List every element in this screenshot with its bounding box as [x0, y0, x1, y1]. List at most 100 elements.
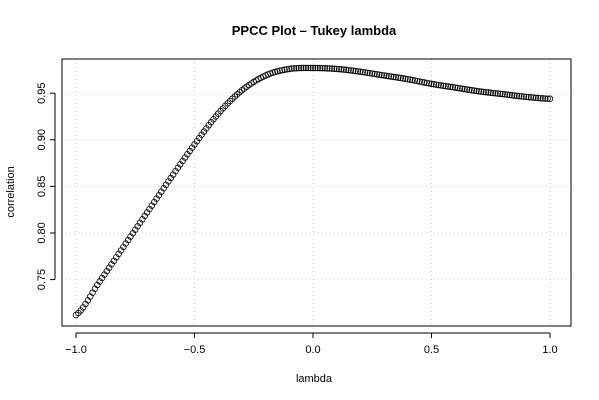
- data-point: [186, 147, 193, 155]
- data-point: [518, 93, 525, 100]
- data-point: [392, 74, 400, 81]
- y-tick-label: 0.80: [36, 222, 48, 243]
- data-point: [430, 81, 438, 88]
- data-point: [456, 85, 464, 92]
- data-point: [539, 95, 547, 102]
- data-point: [340, 66, 348, 73]
- data-point: [300, 64, 307, 72]
- data-point: [435, 81, 442, 89]
- x-tick-label: −0.5: [184, 344, 206, 356]
- data-point: [440, 82, 447, 89]
- data-point: [411, 77, 419, 84]
- data-point: [492, 90, 499, 97]
- data-point: [288, 65, 295, 72]
- data-point: [357, 68, 364, 75]
- data-point: [461, 85, 468, 93]
- data-point: [314, 64, 321, 72]
- y-tick-label: 0.95: [36, 82, 48, 103]
- data-point: [406, 76, 414, 83]
- data-point: [402, 75, 409, 82]
- data-point: [309, 64, 317, 72]
- data-point: [290, 65, 298, 72]
- data-point: [454, 84, 461, 92]
- data-point: [506, 91, 513, 99]
- data-point: [534, 94, 542, 102]
- data-point: [475, 88, 483, 95]
- data-point: [328, 65, 336, 72]
- data-point: [404, 75, 411, 83]
- x-axis: −1.0 −0.5 0.0 0.5 1.0: [65, 332, 558, 356]
- data-point: [494, 90, 502, 97]
- data-point: [544, 95, 551, 102]
- data-point: [321, 65, 329, 72]
- data-point: [437, 82, 445, 89]
- data-point: [345, 66, 352, 74]
- data-point: [274, 68, 281, 75]
- data-point: [276, 67, 284, 74]
- data-point: [302, 64, 310, 72]
- data-point: [352, 67, 359, 75]
- data-point: [331, 65, 338, 72]
- data-point: [193, 138, 201, 145]
- data-point: [383, 72, 390, 80]
- data-points: [72, 64, 554, 319]
- y-axis-label: correlation: [5, 166, 17, 217]
- x-tick-label: −1.0: [65, 344, 87, 356]
- data-point: [347, 67, 355, 74]
- data-point: [537, 94, 544, 102]
- data-point: [286, 65, 293, 73]
- data-point: [449, 83, 457, 91]
- data-point: [470, 87, 478, 94]
- data-point: [390, 73, 397, 81]
- data-point: [546, 95, 554, 102]
- data-point: [399, 75, 407, 82]
- plot-frame: [61, 58, 572, 327]
- data-point: [333, 65, 340, 73]
- data-point: [418, 78, 426, 86]
- data-point: [371, 70, 378, 78]
- data-point: [416, 78, 423, 85]
- data-point: [530, 94, 537, 101]
- data-point: [397, 74, 404, 82]
- data-point: [312, 64, 319, 72]
- data-point: [459, 85, 466, 92]
- data-point: [324, 65, 331, 72]
- data-point: [283, 66, 291, 73]
- data-point: [499, 90, 506, 98]
- chart-title: PPCC Plot – Tukey lambda: [232, 23, 397, 38]
- data-point: [468, 87, 475, 94]
- data-point: [342, 66, 350, 74]
- data-point: [487, 89, 494, 96]
- data-point: [335, 65, 343, 73]
- data-point: [188, 144, 196, 151]
- data-point: [515, 92, 523, 100]
- data-point: [504, 91, 511, 98]
- data-point: [489, 89, 497, 97]
- data-point: [497, 90, 504, 98]
- data-point: [361, 69, 369, 76]
- data-point: [473, 87, 480, 95]
- data-point: [297, 64, 305, 72]
- data-point: [338, 66, 345, 73]
- y-axis: 0.75 0.80 0.85 0.90 0.95: [36, 82, 56, 290]
- data-point: [278, 67, 286, 74]
- data-point: [378, 71, 385, 79]
- data-point: [485, 89, 492, 96]
- data-point: [295, 64, 302, 72]
- data-point: [196, 134, 203, 142]
- data-point: [369, 70, 376, 77]
- data-point: [527, 94, 535, 101]
- data-point: [373, 71, 381, 78]
- data-point: [532, 94, 539, 101]
- data-point: [380, 72, 388, 79]
- y-tick-label: 0.75: [36, 269, 48, 290]
- data-point: [226, 97, 234, 105]
- data-point: [523, 93, 530, 101]
- data-point: [191, 141, 198, 148]
- data-point: [359, 68, 366, 76]
- data-point: [414, 77, 421, 85]
- data-point: [354, 68, 362, 75]
- y-tick-label: 0.90: [36, 129, 48, 150]
- data-point: [388, 73, 395, 80]
